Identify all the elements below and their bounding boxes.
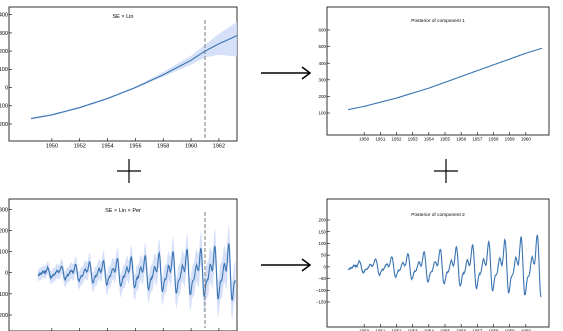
y-tick-label: 400	[0, 13, 8, 19]
y-tick-label: 150	[318, 229, 326, 234]
x-tick-label: 1952	[391, 329, 402, 331]
x-tick-label: 1956	[456, 329, 467, 331]
y-tick-label: 0	[5, 271, 8, 277]
x-tick-label: 1954	[424, 329, 435, 331]
x-tick-label: 1950	[359, 137, 370, 142]
x-tick-label: 1955	[440, 137, 451, 142]
y-tick-label: 0	[323, 264, 326, 269]
x-tick-label: 1960	[185, 144, 197, 150]
x-tick-label: 1959	[505, 329, 516, 331]
x-tick-label: 1950	[359, 329, 370, 331]
x-tick-label: 1958	[488, 329, 499, 331]
y-tick-label: 200	[318, 218, 326, 223]
x-tick-label: 1954	[101, 144, 113, 150]
y-tick-label: 50	[321, 253, 327, 258]
y-tick-label: 200	[318, 94, 326, 99]
y-tick-label: 100	[318, 241, 326, 246]
x-tick-label: 1960	[521, 137, 532, 142]
y-tick-label: 600	[318, 28, 326, 33]
chart-title: Posterior of component 2	[411, 212, 465, 218]
series-line	[31, 35, 237, 120]
right-arrow-icon	[261, 258, 312, 272]
x-tick-label: 1952	[391, 137, 402, 142]
plot-frame	[8, 6, 238, 142]
chart-title: Posterior of component 1	[411, 18, 465, 24]
y-tick-label: −200	[0, 122, 8, 128]
y-tick-label: 100	[0, 250, 8, 256]
y-tick-label: 300	[318, 77, 326, 82]
confidence-band	[37, 225, 236, 319]
y-tick-label: −100	[0, 104, 8, 110]
x-tick-label: 1951	[375, 137, 386, 142]
x-tick-label: 1960	[521, 329, 532, 331]
y-tick-label: 300	[0, 207, 8, 213]
plus-icon	[117, 159, 141, 183]
y-tick-label: 100	[318, 111, 326, 116]
x-tick-label: 1955	[440, 329, 451, 331]
x-tick-label: 1956	[456, 137, 467, 142]
x-tick-label: 1962	[213, 144, 225, 150]
y-tick-label: 400	[318, 61, 326, 66]
series-line	[348, 234, 542, 298]
x-tick-label: 1958	[488, 137, 499, 142]
y-tick-label: −100	[316, 288, 327, 293]
x-tick-label: 1956	[129, 144, 141, 150]
x-tick-label: 1952	[74, 144, 86, 150]
x-tick-label: 1950	[46, 144, 58, 150]
chart-se-lin-per: SE × Lin × Per−200−100010020030019501952…	[0, 198, 238, 331]
series-line	[37, 242, 236, 302]
series-line	[348, 47, 542, 111]
x-tick-label: 1953	[408, 329, 419, 331]
chart-posterior-component-1: Posterior of component 1 100 200 300 400 500 6…	[318, 6, 550, 142]
y-tick-label: 0	[5, 85, 8, 91]
y-tick-label: 200	[0, 49, 8, 55]
x-tick-label: 1957	[472, 137, 483, 142]
x-tick-label: 1953	[408, 137, 419, 142]
y-tick-label: 100	[0, 67, 8, 73]
chart-title: SE × Lin × Per	[105, 208, 141, 214]
y-tick-label: −200	[0, 313, 8, 319]
chart-se-lin: SE × Lin −200 −100 0 100 200 300 400 1950 1952 195…	[0, 6, 238, 150]
y-tick-label: −50	[318, 276, 326, 281]
plus-icon	[434, 159, 458, 183]
x-tick-label: 1951	[375, 329, 386, 331]
y-tick-label: −100	[0, 292, 8, 298]
chart-posterior-component-2: Posterior of component 2 −150 −100 −50 0 50 10…	[316, 198, 550, 331]
y-tick-label: 500	[318, 44, 326, 49]
x-tick-label: 1957	[472, 329, 483, 331]
y-tick-label: 200	[0, 228, 8, 234]
y-tick-label: 300	[0, 31, 8, 37]
x-tick-label: 1954	[424, 137, 435, 142]
y-tick-label: −150	[316, 300, 327, 305]
x-tick-label: 1958	[157, 144, 169, 150]
chart-title: SE × Lin	[113, 14, 134, 20]
plot-frame	[326, 6, 550, 136]
right-arrow-icon	[261, 66, 312, 80]
x-tick-label: 1959	[505, 137, 516, 142]
